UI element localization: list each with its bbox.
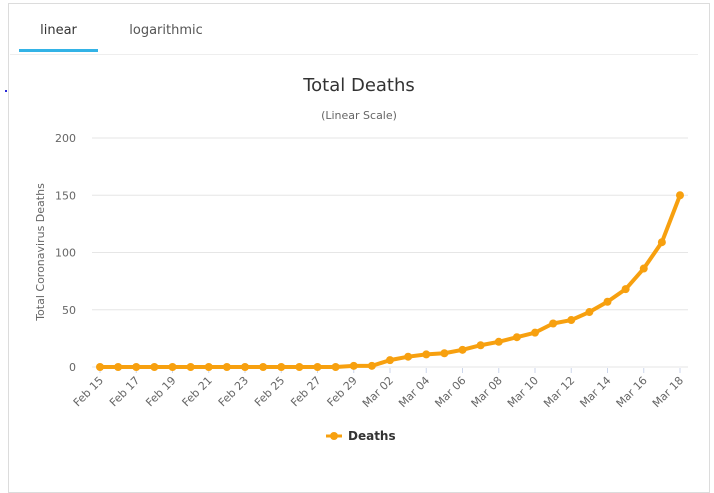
tab-linear[interactable]: linear [19, 14, 98, 52]
data-point[interactable] [585, 308, 594, 317]
x-tick-label: Feb 23 [216, 374, 251, 409]
legend[interactable]: Deaths [326, 429, 396, 443]
data-point[interactable] [531, 328, 539, 337]
data-point[interactable] [295, 363, 304, 371]
x-tick-label: Feb 19 [143, 374, 178, 409]
data-point[interactable] [186, 363, 195, 371]
y-tick-label: 150 [55, 189, 76, 202]
data-point[interactable] [114, 363, 123, 371]
data-point[interactable] [222, 363, 231, 371]
x-tick-label: Feb 27 [288, 374, 323, 409]
data-point[interactable] [639, 264, 648, 273]
stray-dot [5, 90, 7, 92]
data-point[interactable] [512, 333, 521, 342]
x-tick-label: Mar 02 [360, 374, 396, 410]
data-point[interactable] [259, 363, 268, 371]
data-point[interactable] [549, 319, 558, 328]
x-tick-label: Feb 29 [325, 374, 360, 409]
data-point[interactable] [440, 349, 449, 358]
data-point[interactable] [603, 297, 612, 306]
data-point[interactable] [458, 345, 467, 354]
data-point[interactable] [241, 363, 249, 371]
data-point[interactable] [657, 238, 666, 247]
x-tick-label: Mar 16 [614, 374, 650, 410]
data-point[interactable] [404, 352, 413, 361]
data-point[interactable] [494, 337, 503, 346]
y-tick-label: 0 [69, 361, 76, 374]
data-point[interactable] [204, 363, 213, 371]
chart-title: Total Deaths [302, 75, 415, 96]
tab-logarithmic[interactable]: logarithmic [129, 23, 203, 38]
data-point[interactable] [676, 191, 684, 200]
legend-label-deaths: Deaths [348, 429, 396, 443]
legend-marker [330, 432, 338, 440]
y-tick-label: 100 [55, 247, 76, 260]
x-tick-label: Mar 04 [396, 374, 432, 410]
x-tick-label: Feb 17 [107, 374, 142, 409]
y-axis-label: Total Coronavirus Deaths [34, 183, 47, 322]
y-tick-label: 50 [62, 304, 76, 317]
x-tick-label: Mar 12 [541, 374, 577, 410]
data-point[interactable] [331, 363, 340, 371]
data-point[interactable] [96, 363, 104, 371]
data-point[interactable] [422, 350, 431, 359]
data-point[interactable] [150, 363, 159, 371]
chart-panel [8, 3, 710, 493]
data-point[interactable] [168, 363, 177, 371]
x-tick-label: Mar 08 [469, 374, 505, 410]
data-point[interactable] [277, 363, 286, 371]
data-point[interactable] [367, 361, 376, 370]
x-tick-label: Mar 18 [650, 374, 686, 410]
data-point[interactable] [132, 363, 141, 371]
x-tick-label: Mar 10 [505, 374, 541, 410]
x-tick-label: Mar 06 [432, 374, 468, 410]
data-point[interactable] [313, 363, 322, 371]
scale-tabs: linear logarithmic [10, 14, 698, 55]
y-tick-label: 200 [55, 132, 76, 145]
data-point[interactable] [621, 285, 630, 294]
data-point[interactable] [476, 341, 485, 350]
data-point[interactable] [349, 361, 358, 370]
data-point[interactable] [386, 356, 394, 365]
data-point[interactable] [567, 316, 576, 325]
x-tick-label: Mar 14 [577, 374, 613, 410]
series-line-deaths [98, 193, 682, 369]
x-tick-label: Feb 21 [180, 374, 215, 409]
chart-subtitle: (Linear Scale) [321, 109, 397, 122]
x-tick-label: Feb 15 [71, 374, 106, 409]
x-tick-label: Feb 25 [252, 374, 287, 409]
